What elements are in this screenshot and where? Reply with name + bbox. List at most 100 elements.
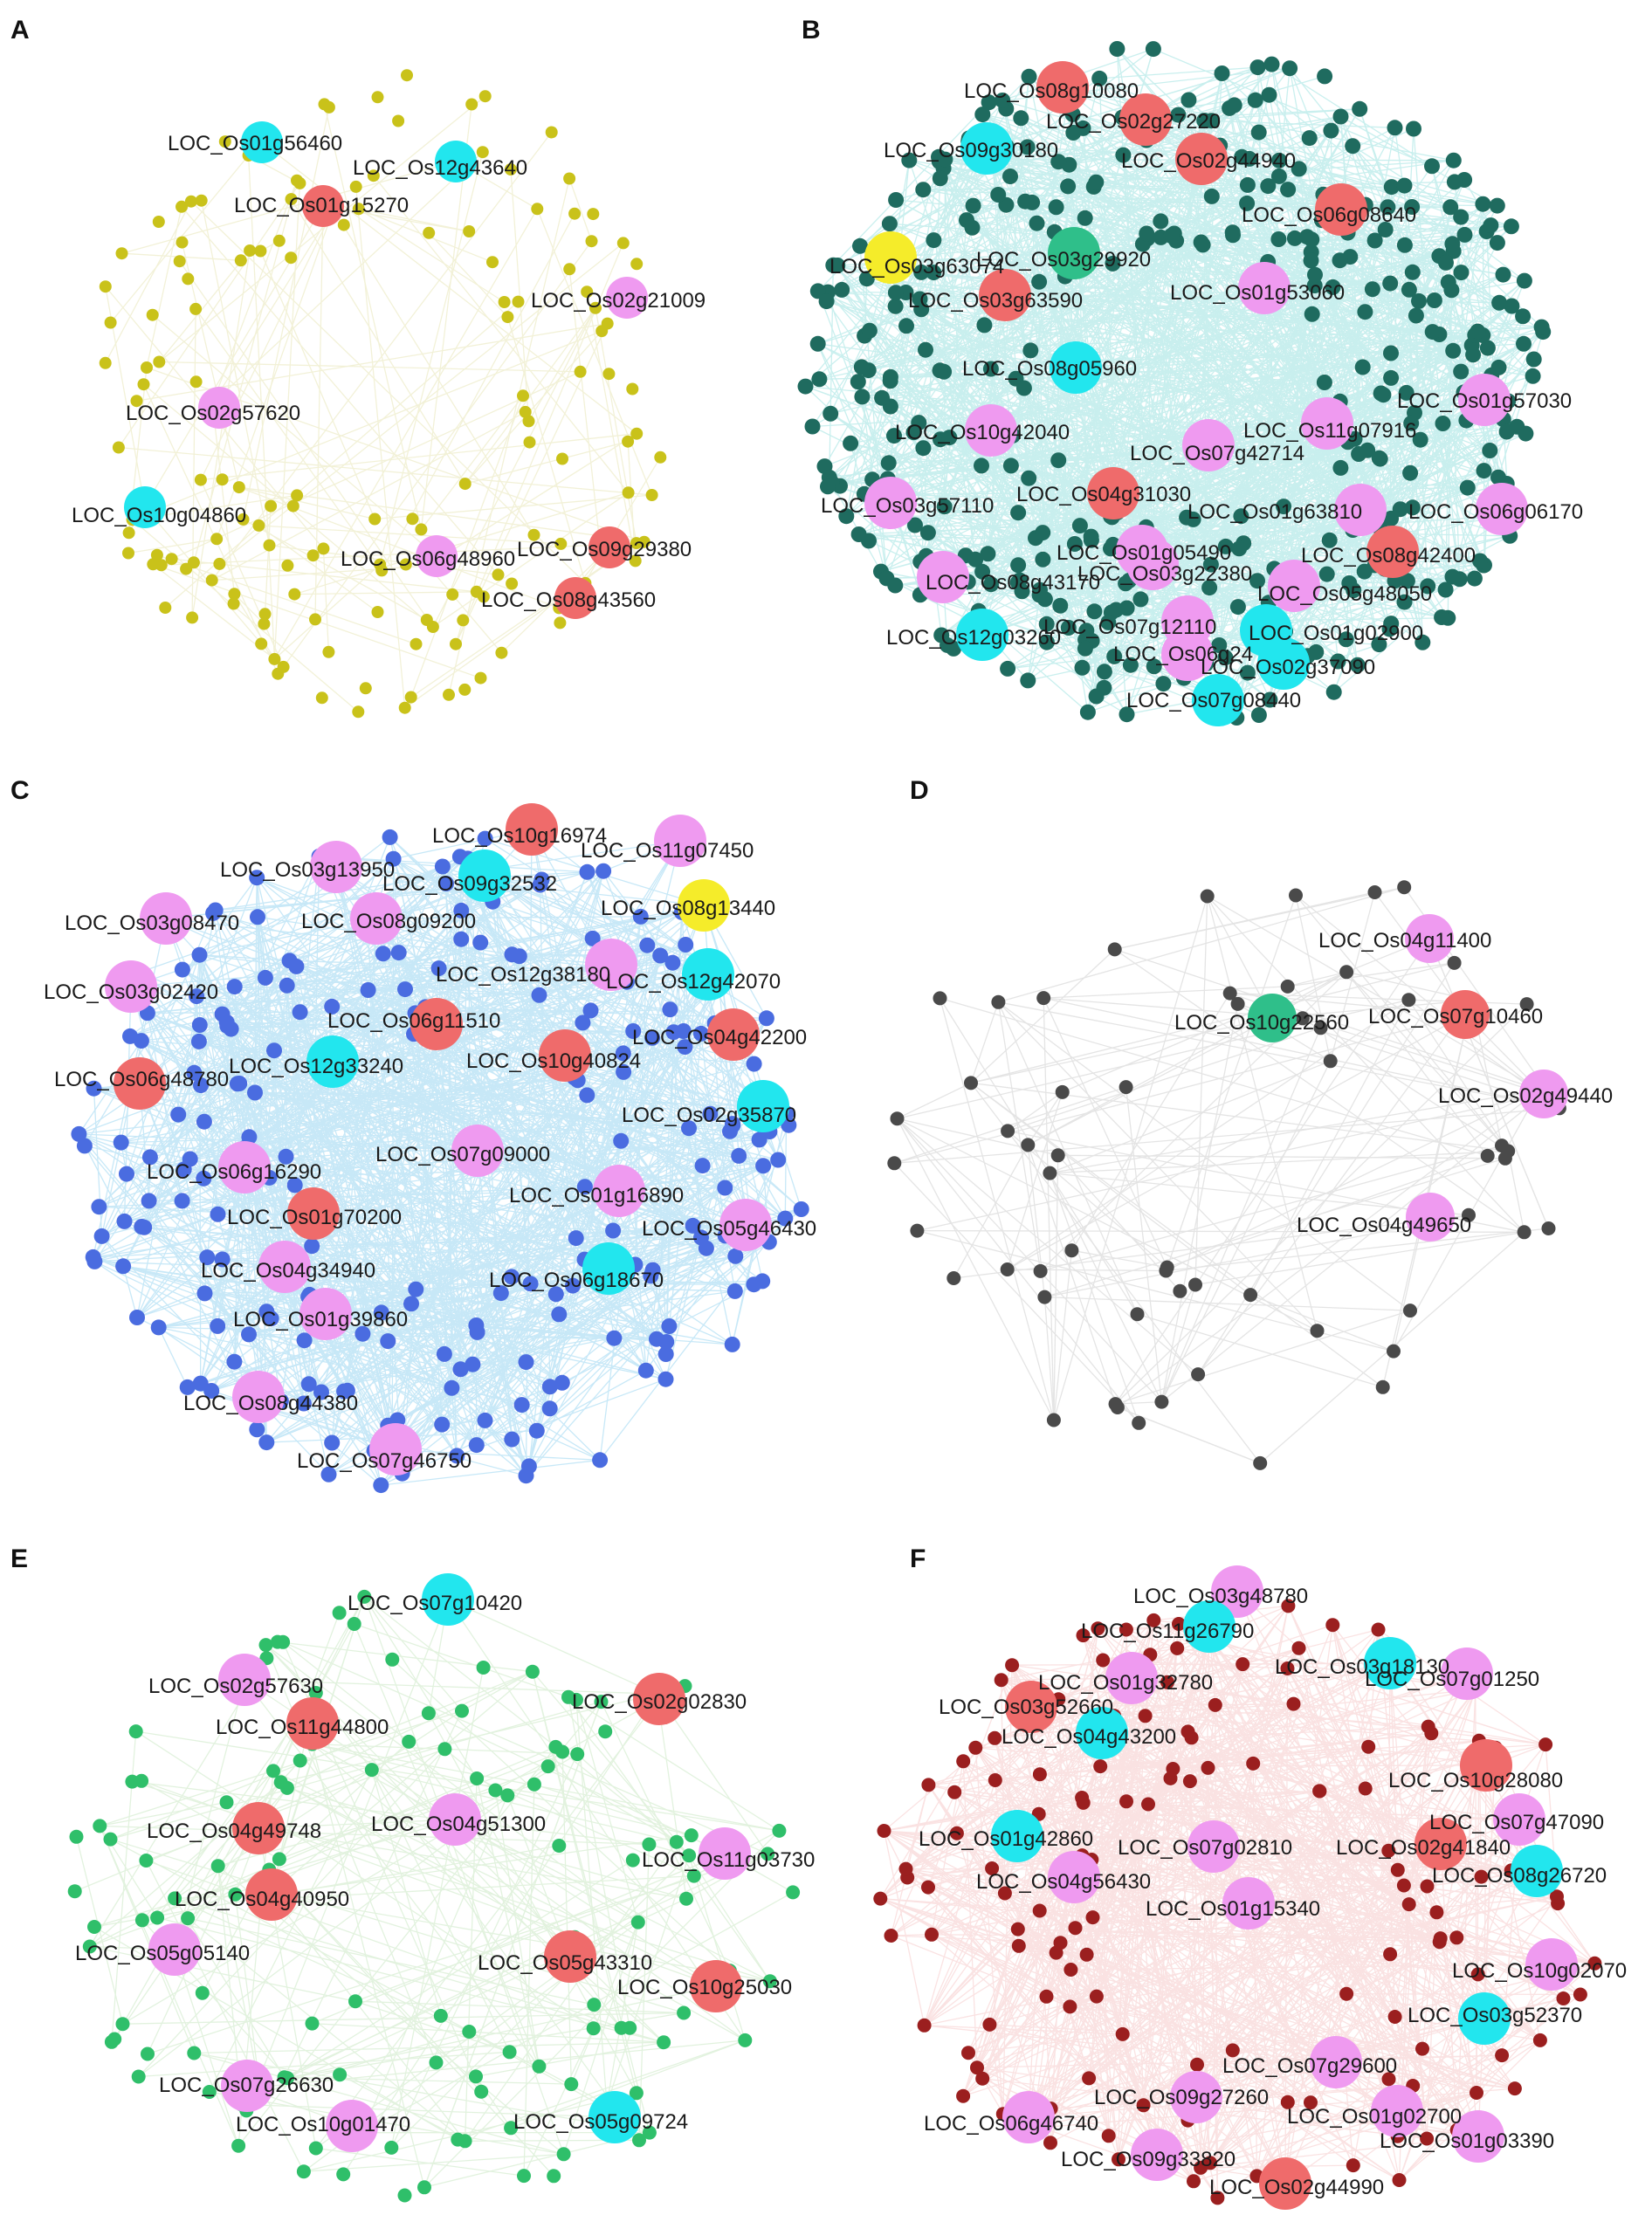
gene-node — [1163, 228, 1180, 244]
gene-node — [1383, 345, 1399, 361]
network-edge — [1038, 107, 1230, 595]
gene-node — [429, 2055, 444, 2070]
network-edge — [273, 182, 301, 659]
network-edge — [943, 240, 1177, 373]
network-edge — [1278, 175, 1452, 291]
gene-node — [887, 285, 904, 301]
gene-node — [654, 451, 667, 464]
gene-node — [1495, 266, 1511, 283]
gene-node — [437, 1742, 452, 1757]
network-edge — [1218, 220, 1323, 646]
gene-node — [1401, 281, 1417, 298]
gene-node — [678, 937, 694, 953]
gene-node — [195, 194, 208, 207]
gene-node — [980, 546, 996, 562]
network-edge — [1418, 179, 1465, 302]
hub-node-label: LOC_Os01g70200 — [227, 1206, 402, 1229]
hub-node-label: LOC_Os02g44940 — [1121, 149, 1296, 173]
gene-node — [249, 1421, 265, 1438]
gene-node — [134, 1913, 149, 1928]
gene-node — [1194, 237, 1211, 253]
gene-node — [116, 1213, 133, 1229]
gene-node — [174, 961, 190, 978]
gene-node — [1036, 991, 1051, 1006]
gene-node — [531, 203, 544, 216]
network-edge — [1046, 305, 1512, 625]
network-edge — [1221, 72, 1356, 439]
network-edge — [1112, 274, 1504, 518]
hub-node-label: LOC_Os03g29920 — [976, 248, 1151, 272]
network-edge — [1015, 378, 1242, 517]
network-edge — [866, 278, 1533, 377]
network-edge — [1028, 76, 1119, 513]
network-edge — [1278, 160, 1411, 473]
network-edge — [1390, 203, 1484, 519]
gene-node — [823, 405, 839, 422]
network-edge — [981, 388, 1025, 572]
gene-node — [551, 1306, 568, 1323]
gene-node — [368, 512, 382, 526]
network-edge — [1020, 118, 1092, 540]
gene-node — [469, 1324, 485, 1340]
gene-node — [1191, 1367, 1206, 1382]
network-edge — [1087, 206, 1451, 713]
network-edge — [146, 206, 182, 368]
gene-node — [173, 255, 186, 268]
network-edge — [1410, 207, 1451, 423]
network-edge — [1346, 204, 1366, 640]
network-edge — [118, 446, 652, 496]
gene-node — [974, 107, 991, 123]
network-edge — [1112, 185, 1405, 494]
gene-node — [1373, 385, 1389, 402]
gene-node — [141, 1193, 157, 1209]
gene-node — [595, 863, 612, 879]
network-edge — [1160, 221, 1406, 602]
hub-node-label: LOC_Os02g02830 — [572, 1690, 747, 1714]
network-edge — [1187, 204, 1366, 623]
network-edge — [1010, 399, 1485, 467]
gene-node — [281, 559, 294, 572]
gene-node — [1088, 688, 1105, 705]
network-edge — [1339, 377, 1392, 402]
gene-node — [205, 574, 218, 587]
network-edge — [946, 116, 1342, 646]
network-edge — [1002, 100, 1114, 546]
gene-node — [374, 558, 387, 571]
gene-node — [250, 909, 265, 925]
gene-node — [738, 2033, 753, 2047]
gene-node — [231, 2138, 246, 2153]
gene-node — [453, 931, 470, 947]
gene-node — [630, 258, 644, 271]
network-edge — [1280, 535, 1511, 658]
network-edge — [1042, 240, 1177, 533]
gene-node — [587, 1998, 602, 2012]
network-edge — [1273, 217, 1462, 569]
network-edge — [981, 286, 1333, 573]
network-edge — [839, 391, 1464, 487]
network-edge — [195, 308, 382, 571]
network-edge — [404, 542, 637, 709]
gene-node — [1345, 138, 1361, 155]
gene-node — [1303, 252, 1319, 269]
gene-node — [308, 2141, 323, 2156]
gene-node — [933, 991, 947, 1006]
network-edge — [465, 441, 629, 485]
hub-node-label: LOC_Os11g07450 — [581, 839, 754, 863]
gene-node — [137, 378, 150, 391]
hub-node-label: LOC_Os08g43560 — [481, 588, 656, 612]
network-edge — [1068, 627, 1249, 674]
network-edge — [152, 314, 437, 557]
network-edge — [1112, 263, 1464, 394]
gene-node — [1035, 525, 1051, 541]
network-edge — [211, 209, 334, 404]
hub-node — [554, 577, 596, 619]
network-edge — [895, 292, 1270, 603]
network-edge — [1029, 100, 1189, 351]
network-edge — [1160, 237, 1361, 511]
gene-node — [291, 174, 303, 187]
network-edge — [1183, 256, 1351, 678]
hub-node-label: LOC_Os06g06170 — [1408, 500, 1583, 524]
network-edge — [1415, 315, 1421, 440]
network-edge — [358, 208, 505, 303]
network-edge — [940, 294, 1006, 440]
